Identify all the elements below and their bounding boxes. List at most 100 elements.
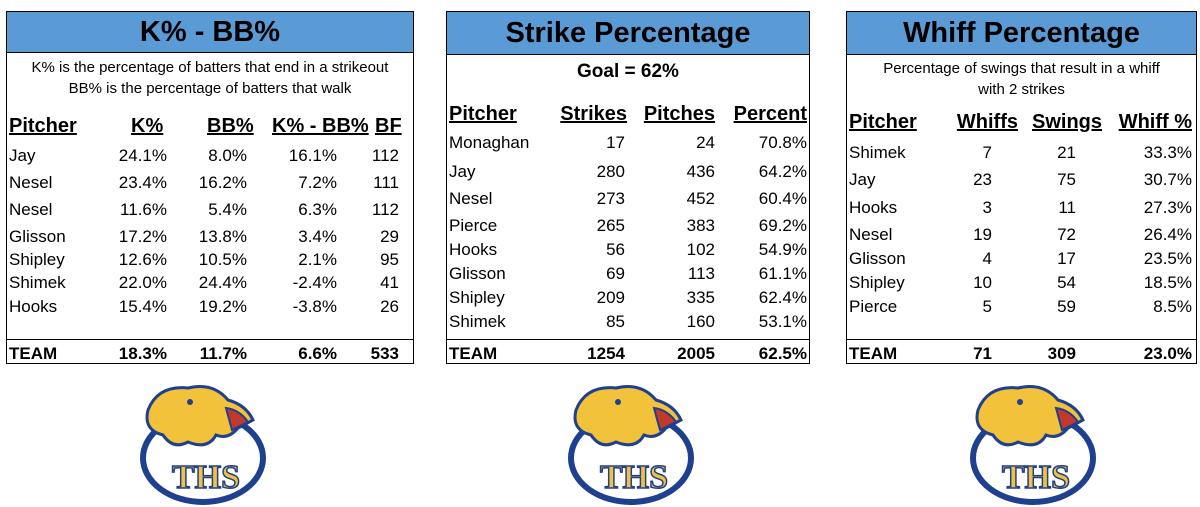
cell: 6.3%: [298, 200, 337, 219]
cell: 3.4%: [298, 227, 337, 246]
team-percent: 62.5%: [758, 344, 807, 363]
pitcher-name: Nesel: [9, 200, 53, 219]
cell: 17: [606, 133, 625, 152]
pitcher-name: Shipley: [849, 273, 905, 292]
cell: 18.5%: [1143, 273, 1192, 292]
pitcher-name: Shimek: [449, 312, 506, 331]
cell: -3.8%: [292, 297, 337, 316]
cell: 69.2%: [758, 216, 807, 235]
cell: 5: [982, 297, 992, 316]
cell: 16.1%: [288, 146, 337, 165]
whiff-title: Whiff Percentage: [847, 12, 1196, 55]
pitcher-name: Pierce: [449, 216, 498, 235]
cell: 24.4%: [198, 273, 247, 292]
team-pitches: 2005: [677, 344, 715, 363]
team-divider: [447, 339, 809, 340]
team-strikes: 1254: [587, 344, 625, 363]
cell: 53.1%: [758, 312, 807, 331]
col-strikes: Strikes: [560, 103, 627, 125]
pitcher-name: Shimek: [9, 273, 66, 292]
pitcher-name: Pierce: [849, 297, 898, 316]
team-divider: [847, 339, 1196, 340]
team-divider: [7, 339, 413, 340]
cell: 33.3%: [1143, 143, 1192, 162]
ths-bear-logo: THS: [568, 385, 694, 505]
pitcher-name: Nesel: [9, 173, 53, 192]
cell: 21: [1057, 143, 1076, 162]
col-k: K%: [131, 115, 164, 137]
cell: 383: [686, 216, 715, 235]
col-bf: BF: [375, 115, 402, 137]
cell: 4: [982, 249, 992, 268]
cell: 70.8%: [758, 133, 807, 152]
pitcher-name: Jay: [9, 146, 36, 165]
cell: 64.2%: [758, 162, 807, 181]
cell: 54.9%: [758, 240, 807, 259]
team-swings: 309: [1047, 344, 1076, 363]
team-label: TEAM: [449, 344, 498, 363]
cell: 112: [371, 200, 399, 219]
team-whiff-pct: 23.0%: [1143, 344, 1192, 363]
col-pitcher: Pitcher: [9, 115, 77, 137]
team-label: TEAM: [849, 344, 898, 363]
cell: 17: [1057, 249, 1076, 268]
cell: 3: [982, 198, 992, 217]
cell: 75: [1057, 170, 1076, 189]
cell: 59: [1057, 297, 1076, 316]
cell: 11: [1058, 198, 1076, 217]
cell: 8.5%: [1153, 297, 1192, 316]
cell: 436: [686, 162, 715, 181]
team-bf: 533: [370, 344, 399, 363]
pitcher-name: Shipley: [9, 250, 65, 269]
team-k-minus-bb: 6.6%: [298, 344, 337, 363]
cell: 17.2%: [118, 227, 167, 246]
team-whiffs: 71: [973, 344, 992, 363]
cell: 24.1%: [118, 146, 167, 165]
cell: 280: [596, 162, 625, 181]
cell: 72: [1057, 225, 1076, 244]
pitcher-name: Shipley: [449, 288, 505, 307]
cell: 41: [380, 273, 399, 292]
col-pitches: Pitches: [643, 103, 715, 125]
cell: 29: [380, 227, 399, 246]
cell: 61.1%: [758, 264, 807, 283]
pitcher-name: Hooks: [449, 240, 498, 259]
cell: 452: [686, 189, 715, 208]
pitcher-name: Nesel: [849, 225, 893, 244]
cell: -2.4%: [292, 273, 337, 292]
svg-text:THS: THS: [600, 459, 668, 496]
cell: 85: [606, 312, 625, 331]
cell: 15.4%: [118, 297, 167, 316]
col-whiff-pct: Whiff %: [1118, 111, 1192, 133]
whiff-desc-line2: with 2 strikes: [978, 81, 1065, 98]
cell: 95: [380, 250, 399, 269]
cell: 62.4%: [758, 288, 807, 307]
k-bb-title: K% - BB%: [7, 12, 413, 53]
col-k-minus-bb: K% - BB%: [272, 115, 369, 137]
pitcher-name: Hooks: [9, 297, 58, 316]
strike-title: Strike Percentage: [447, 12, 809, 55]
cell: 13.8%: [198, 227, 247, 246]
col-percent: Percent: [733, 103, 807, 125]
pitcher-name: Hooks: [849, 198, 898, 217]
cell: 10.5%: [198, 250, 247, 269]
svg-text:THS: THS: [172, 459, 240, 496]
svg-text:THS: THS: [1002, 459, 1070, 496]
cell: 69: [606, 264, 625, 283]
cell: 5.4%: [208, 200, 247, 219]
cell: 113: [687, 264, 715, 283]
pitcher-name: Glisson: [849, 249, 906, 268]
cell: 60.4%: [758, 189, 807, 208]
cell: 19.2%: [198, 297, 247, 316]
team-k: 18.3%: [118, 344, 167, 363]
strike-goal: Goal = 62%: [577, 61, 679, 82]
cell: 102: [686, 240, 715, 259]
cell: 160: [686, 312, 715, 331]
cell: 24: [696, 133, 715, 152]
pitcher-name: Monaghan: [449, 133, 530, 152]
whiff-desc-line1: Percentage of swings that result in a wh…: [883, 60, 1160, 77]
cell: 10: [973, 273, 992, 292]
cell: 23.5%: [1143, 249, 1192, 268]
cell: 7.2%: [298, 173, 337, 192]
k-bb-panel: K% - BB% K% is the percentage of batters…: [6, 11, 414, 364]
